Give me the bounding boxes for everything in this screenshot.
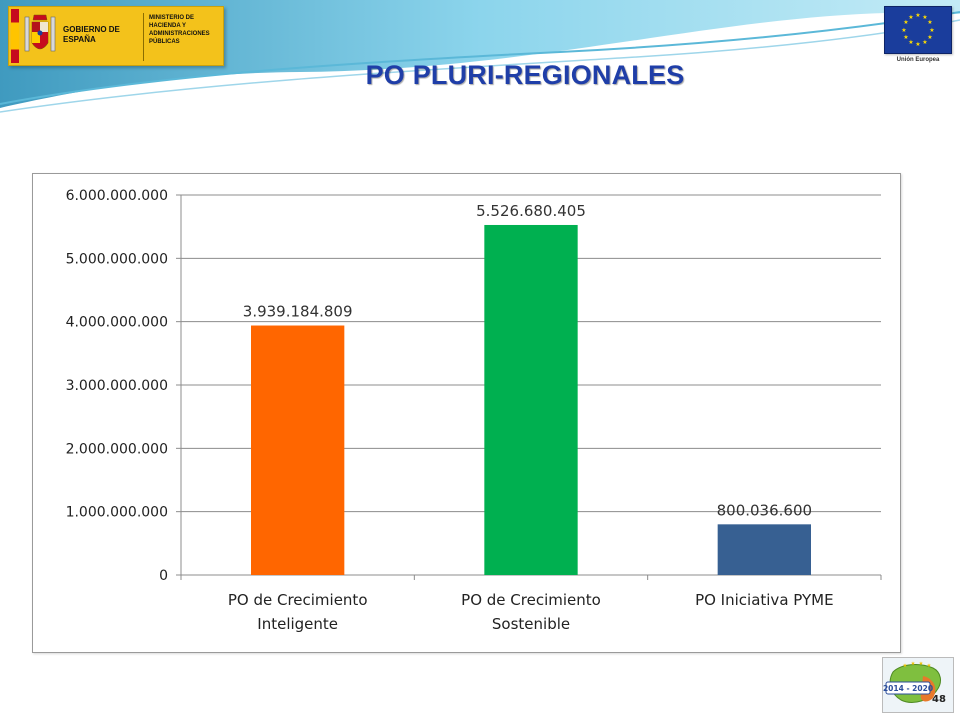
svg-text:★: ★ [927,19,932,26]
spain-flag-stripe [11,9,19,63]
svg-text:★: ★ [903,19,908,26]
y-tick-label: 0 [159,568,168,584]
ministry-name: MINISTERIO DE HACIENDA Y ADMINISTRACIONE… [149,15,210,45]
logo-divider [143,13,144,61]
svg-text:★: ★ [911,661,916,667]
svg-text:★: ★ [903,663,908,669]
y-tick-label: 3.000.000.000 [66,378,168,394]
x-tick-label: Inteligente [257,615,338,633]
svg-text:★: ★ [919,661,924,667]
y-tick-label: 2.000.000.000 [66,441,168,457]
svg-text:★: ★ [908,39,913,46]
eu-flag-icon: ★ ★ ★ ★ ★ ★ ★ ★ ★ ★ ★ ★ [884,6,952,54]
svg-text:★: ★ [922,14,927,21]
svg-text:★: ★ [922,39,927,46]
eu-label: Unión Europea [896,57,940,63]
x-tick-label: PO Iniciativa PYME [695,591,834,609]
y-tick-label: 1.000.000.000 [66,505,168,521]
bar [717,524,811,575]
coat-of-arms-icon [24,14,56,52]
svg-text:★: ★ [929,27,934,34]
page-number: 48 [932,694,946,705]
data-label: 800.036.600 [717,501,812,519]
y-tick-label: 6.000.000.000 [66,188,168,204]
bar [484,224,578,575]
x-tick-label: PO de Crecimiento [228,591,368,609]
period-badge-text: 2014 - 2020 [883,684,933,693]
data-label: 5.526.680.405 [476,202,586,220]
slide-title: PO PLURI-REGIONALES [365,60,685,90]
svg-text:★: ★ [903,34,908,41]
y-tick-label: 4.000.000.000 [66,315,168,331]
x-tick-label: PO de Crecimiento [461,591,601,609]
svg-text:★: ★ [908,14,913,21]
period-badge-icon: 2014 - 2020 ★ ★ ★ ★ [883,661,941,703]
bar [251,325,345,575]
bar-chart: 0 1.000.000.000 2.000.000.000 3.000.000.000… [66,188,882,633]
header-swoosh-decoration [0,0,960,113]
svg-text:★: ★ [927,34,932,41]
programming-period-logo: 2014 - 2020 ★ ★ ★ ★ [882,657,954,713]
x-tick-label: Sostenible [492,615,570,633]
y-tick-label: 5.000.000.000 [66,251,168,267]
svg-text:★: ★ [915,41,920,48]
svg-text:★: ★ [915,12,920,19]
government-name: GOBIERNO DE ESPAÑA [63,25,120,44]
chart-frame: 0 1.000.000.000 2.000.000.000 3.000.000.000… [32,173,901,653]
government-logo: GOBIERNO DE ESPAÑA MINISTERIO DE HACIEND… [8,6,224,66]
svg-text:★: ★ [901,27,906,34]
svg-text:★: ★ [927,663,932,669]
eu-stars-icon: ★ ★★ ★★★ ★★★ ★★★ [901,12,934,48]
data-label: 3.939.184.809 [243,303,353,321]
